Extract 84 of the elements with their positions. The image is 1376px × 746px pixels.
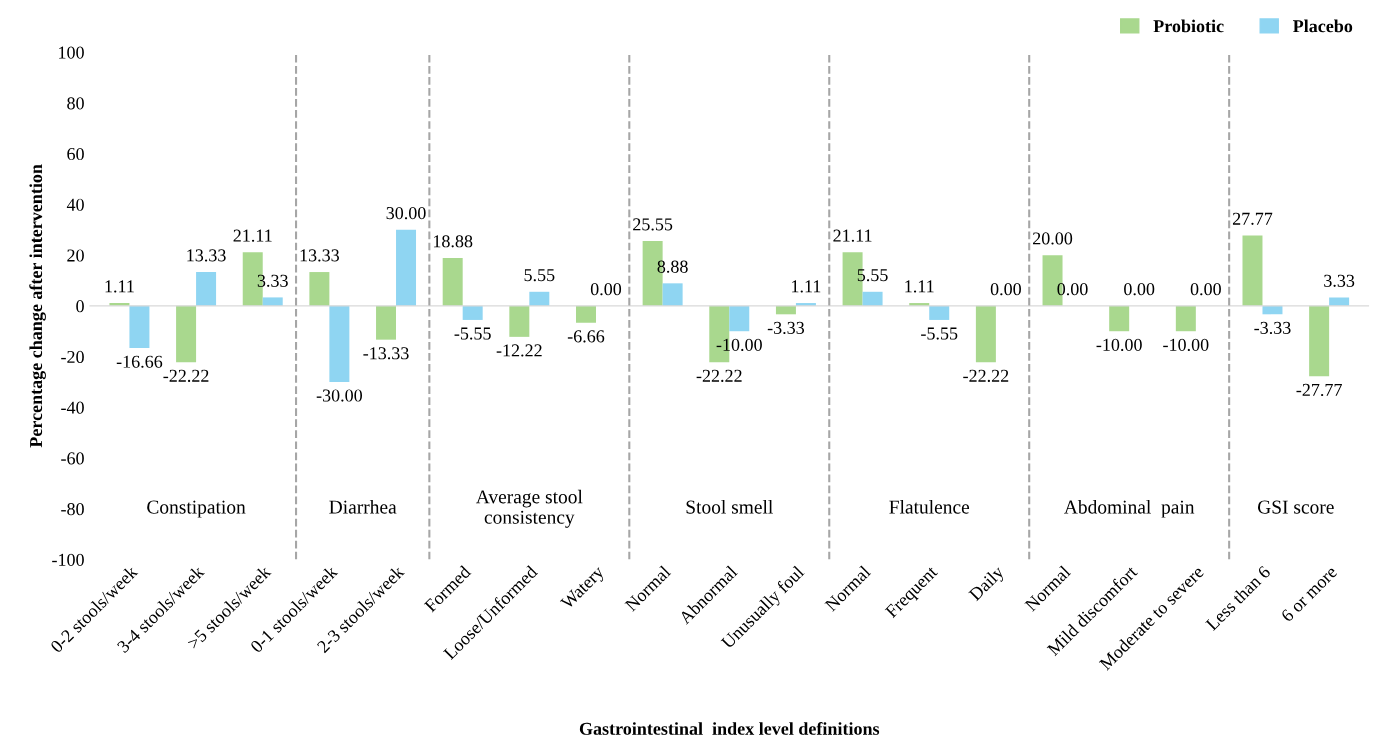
data-label: 5.55	[524, 269, 555, 282]
data-label: 3.33	[1324, 274, 1355, 287]
annotation: Abdominal pain	[1064, 499, 1195, 518]
data-label: 21.11	[233, 229, 272, 242]
y-tick-label: 40	[66, 198, 84, 211]
bar	[196, 272, 217, 306]
x-axis-title: Gastrointestinal index level definitions	[579, 721, 880, 735]
data-label: -3.33	[1254, 321, 1291, 335]
annotation: Diarrhea	[329, 499, 397, 514]
bar	[929, 305, 950, 320]
bar	[1309, 305, 1330, 377]
data-label: 3.33	[257, 274, 288, 287]
data-label: -13.33	[363, 347, 409, 360]
y-tick-label: 80	[67, 97, 84, 110]
bar	[442, 257, 463, 306]
bar	[262, 297, 283, 306]
bar	[1242, 235, 1263, 306]
data-label: 20.00	[1033, 232, 1073, 245]
data-label: -22.22	[696, 369, 742, 382]
bar	[729, 305, 750, 332]
bar	[509, 305, 530, 337]
data-label: -27.77	[1296, 383, 1342, 397]
y-tick-label: -100	[52, 553, 84, 566]
x-tick-label: Less than 6	[1204, 564, 1272, 632]
bar	[176, 305, 197, 363]
data-label: 13.33	[187, 249, 226, 262]
data-label: 25.55	[633, 218, 673, 231]
annotation: Stool smell	[686, 499, 773, 514]
data-label: 0.00	[1190, 283, 1221, 296]
bar	[396, 229, 417, 306]
bar	[329, 305, 350, 382]
y-tick-label: 20	[67, 249, 84, 262]
data-label: -5.55	[454, 327, 491, 340]
annotation: GSI score	[1257, 500, 1334, 514]
data-label: -10.00	[1096, 338, 1142, 351]
data-label: -22.22	[963, 369, 1009, 382]
y-tick-label: -20	[61, 350, 84, 364]
bar	[529, 291, 550, 306]
data-label: 0.00	[1124, 283, 1155, 296]
y-tick-label: 100	[59, 46, 84, 59]
legend-label: Placebo	[1293, 19, 1353, 33]
data-label: 1.11	[792, 280, 821, 293]
data-label: -6.66	[567, 330, 605, 343]
bar	[662, 283, 683, 306]
data-label: 1.11	[905, 280, 934, 293]
bar	[1175, 305, 1196, 332]
data-label: -3.33	[767, 321, 805, 335]
data-label: -5.55	[921, 327, 958, 340]
data-label: -16.66	[116, 355, 163, 368]
data-label: -22.22	[163, 369, 209, 382]
annotation: Average stool consistency	[475, 489, 583, 528]
data-label: -30.00	[316, 389, 363, 402]
bar	[462, 305, 483, 320]
y-tick-label: -40	[61, 401, 84, 414]
y-tick-label: 0	[76, 300, 84, 313]
data-label: 0.00	[590, 283, 622, 296]
y-tick-label: -80	[61, 503, 84, 516]
bar	[862, 291, 883, 306]
data-label: -10.00	[716, 338, 762, 351]
bar	[575, 305, 596, 323]
bar	[129, 305, 150, 349]
data-label: 0.00	[990, 283, 1021, 296]
data-label: 21.11	[833, 229, 872, 242]
legend-label: Probiotic	[1153, 19, 1224, 33]
data-label: 0.00	[1057, 283, 1088, 296]
bar	[1109, 305, 1130, 332]
data-label: 1.11	[105, 280, 134, 293]
bar	[309, 272, 330, 306]
annotation: Constipation	[147, 500, 246, 518]
data-label: 13.33	[300, 249, 339, 262]
data-label: 8.88	[657, 260, 688, 273]
data-label: 18.88	[433, 235, 473, 248]
bar	[1329, 297, 1350, 306]
data-label: -12.22	[496, 344, 542, 357]
bar	[376, 305, 397, 340]
annotation: Flatulence	[889, 499, 970, 514]
y-tick-label: 60	[67, 147, 84, 161]
data-label: 5.55	[857, 269, 888, 282]
bar	[975, 305, 996, 363]
y-tick-label: -60	[61, 452, 84, 465]
y-axis-title: Percentage change after intervention	[29, 164, 46, 448]
data-label: -10.00	[1163, 338, 1209, 351]
data-label: 30.00	[386, 206, 426, 220]
data-label: 27.77	[1232, 212, 1273, 225]
